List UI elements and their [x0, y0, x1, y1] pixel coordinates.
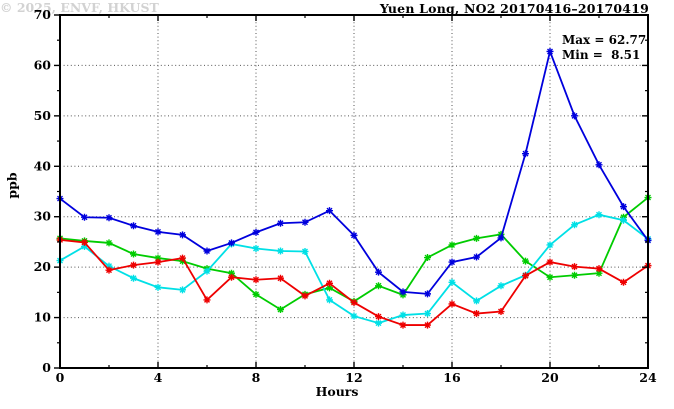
svg-text:30: 30	[34, 209, 52, 224]
y-axis-label: ppb	[4, 172, 20, 199]
svg-text:40: 40	[34, 158, 52, 173]
svg-text:20: 20	[34, 259, 52, 274]
svg-text:16: 16	[443, 370, 461, 385]
max-min-annotation: Max = 62.77 Min = 8.51	[562, 33, 646, 63]
svg-text:24: 24	[639, 370, 657, 385]
svg-text:0: 0	[56, 370, 65, 385]
svg-text:70: 70	[34, 7, 52, 22]
svg-text:60: 60	[34, 57, 52, 72]
svg-text:12: 12	[345, 370, 362, 385]
svg-text:20: 20	[541, 370, 559, 385]
max-annotation: Max = 62.77	[562, 33, 647, 47]
svg-text:50: 50	[34, 108, 52, 123]
chart-title: Yuen Long, NO2 20170416–20170419	[379, 1, 649, 16]
watermark-text: © 2025, ENVF, HKUST	[0, 0, 159, 15]
svg-text:10: 10	[34, 310, 52, 325]
x-axis-label: Hours	[315, 384, 359, 399]
svg-text:0: 0	[42, 360, 51, 375]
svg-text:8: 8	[252, 370, 261, 385]
svg-text:4: 4	[154, 370, 163, 385]
min-annotation: Min = 8.51	[562, 48, 641, 62]
